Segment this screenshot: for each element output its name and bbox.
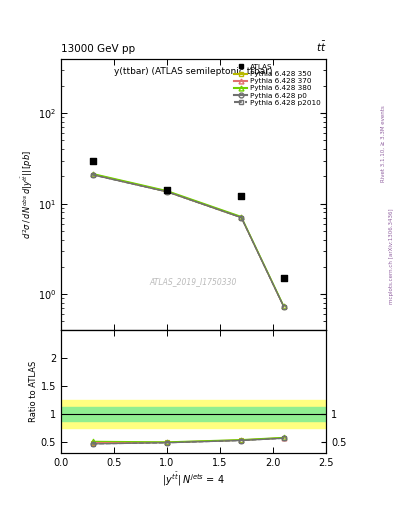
- Point: [281, 274, 287, 282]
- Point: [238, 193, 244, 201]
- Text: mcplots.cern.ch [arXiv:1306.3436]: mcplots.cern.ch [arXiv:1306.3436]: [389, 208, 393, 304]
- Y-axis label: Ratio to ATLAS: Ratio to ATLAS: [29, 361, 38, 422]
- Y-axis label: $d^2\sigma\,/\,dN^{obs}\,d|y^{t\bar{t}}||\,[pb]$: $d^2\sigma\,/\,dN^{obs}\,d|y^{t\bar{t}}|…: [19, 150, 35, 239]
- Point: [164, 186, 170, 195]
- Bar: [61, 407, 326, 421]
- X-axis label: $|y^{t\bar{t}}|\,N^{jets}$ = 4: $|y^{t\bar{t}}|\,N^{jets}$ = 4: [162, 471, 225, 488]
- Text: $t\bar{t}$: $t\bar{t}$: [316, 39, 326, 54]
- Point: [90, 157, 96, 165]
- Text: Rivet 3.1.10, ≥ 3.3M events: Rivet 3.1.10, ≥ 3.3M events: [381, 105, 386, 182]
- Legend: ATLAS, Pythia 6.428 350, Pythia 6.428 370, Pythia 6.428 380, Pythia 6.428 p0, Py: ATLAS, Pythia 6.428 350, Pythia 6.428 37…: [233, 62, 323, 107]
- Text: y(ttbar) (ATLAS semileptonic ttbar): y(ttbar) (ATLAS semileptonic ttbar): [114, 67, 273, 76]
- Text: 13000 GeV pp: 13000 GeV pp: [61, 44, 135, 54]
- Text: ATLAS_2019_I1750330: ATLAS_2019_I1750330: [150, 276, 237, 286]
- Bar: [61, 400, 326, 428]
